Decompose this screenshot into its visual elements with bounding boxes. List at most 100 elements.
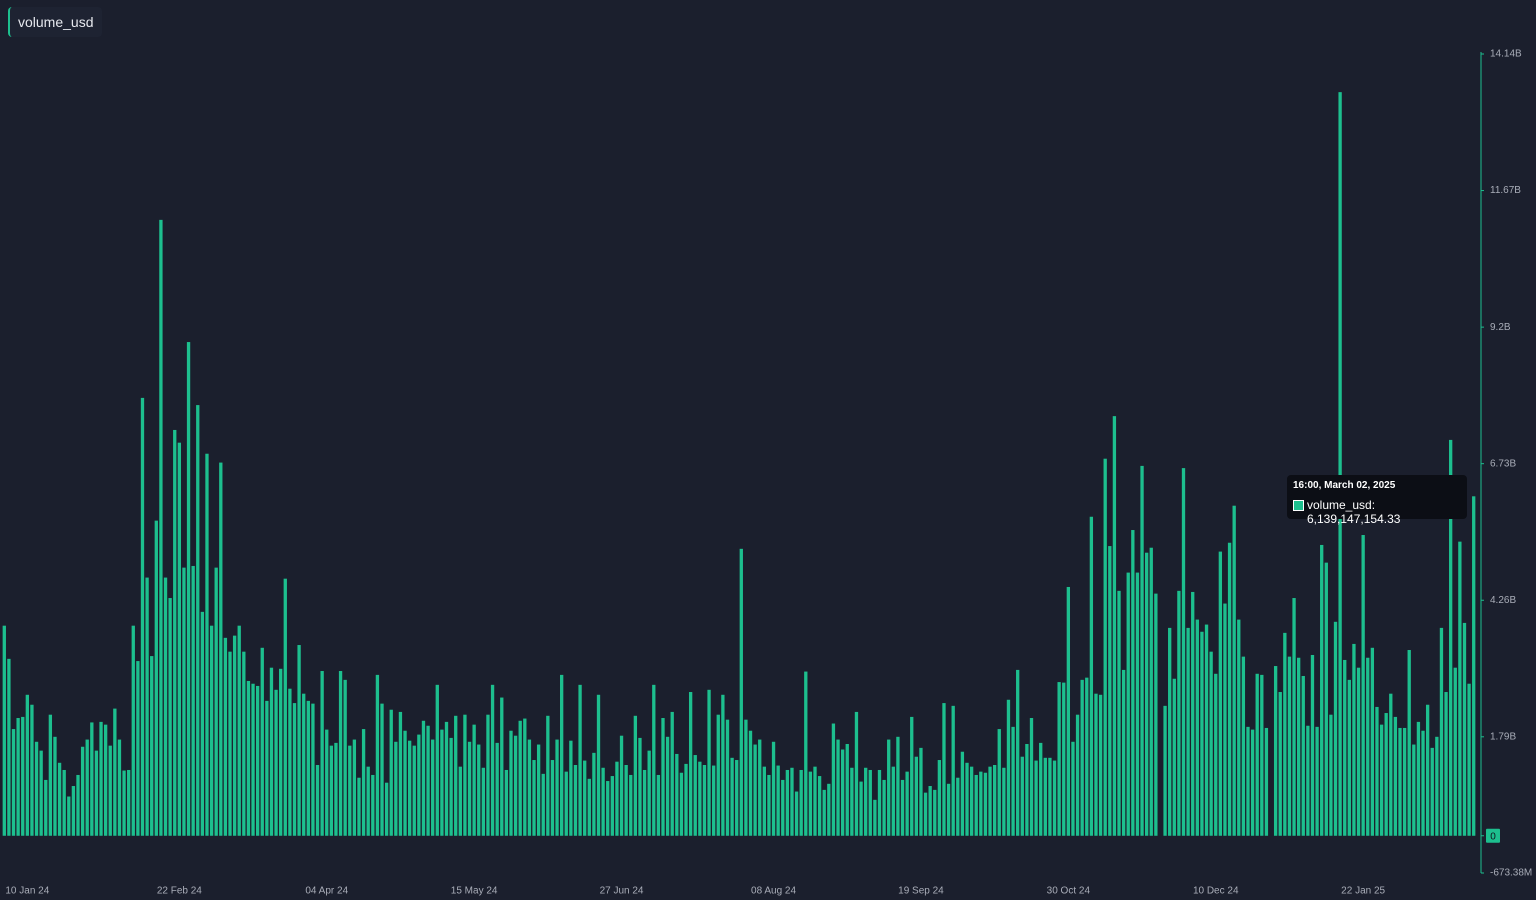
tooltip-text: volume_usd: 6,139,147,154.33 bbox=[1307, 498, 1401, 526]
bar bbox=[1177, 590, 1181, 836]
bar bbox=[173, 429, 177, 836]
bar bbox=[1278, 692, 1282, 836]
bar bbox=[389, 709, 393, 836]
y-tick-label: 4.26B bbox=[1490, 595, 1516, 606]
bar bbox=[1223, 603, 1227, 836]
bar bbox=[209, 625, 214, 836]
bar bbox=[186, 342, 191, 836]
bar bbox=[1131, 530, 1135, 836]
bar bbox=[1098, 694, 1103, 836]
bar bbox=[647, 750, 651, 836]
bar bbox=[288, 688, 292, 836]
bar bbox=[1260, 674, 1264, 836]
bar bbox=[1393, 716, 1398, 836]
bar bbox=[255, 685, 260, 836]
y-tick-label: 14.14B bbox=[1490, 49, 1522, 60]
bar bbox=[39, 750, 43, 836]
bar bbox=[983, 772, 988, 836]
bar bbox=[969, 766, 974, 836]
bar bbox=[785, 769, 790, 836]
y-tick-label: 0 bbox=[1490, 831, 1496, 842]
bar bbox=[965, 762, 969, 836]
bar bbox=[1002, 767, 1006, 836]
bar bbox=[265, 700, 269, 836]
bar bbox=[269, 667, 274, 836]
bar bbox=[16, 718, 20, 836]
bar bbox=[946, 783, 951, 836]
bar bbox=[979, 771, 983, 836]
bar bbox=[1227, 542, 1232, 836]
x-tick-label: 15 May 24 bbox=[451, 886, 498, 897]
bar bbox=[366, 766, 370, 836]
bar bbox=[997, 729, 1001, 836]
bar bbox=[150, 656, 154, 836]
bar bbox=[684, 763, 688, 836]
bar bbox=[440, 729, 444, 836]
bar bbox=[721, 694, 725, 836]
bar bbox=[698, 761, 702, 836]
bar bbox=[44, 779, 48, 836]
bar bbox=[933, 789, 937, 836]
bar bbox=[71, 786, 76, 836]
bar bbox=[57, 762, 62, 836]
bar bbox=[1287, 656, 1292, 836]
bar bbox=[108, 745, 112, 836]
bar bbox=[1458, 541, 1462, 836]
bar bbox=[527, 739, 532, 836]
bar bbox=[546, 715, 550, 836]
bar bbox=[808, 771, 813, 836]
x-tick-label: 22 Jan 25 bbox=[1341, 886, 1385, 897]
bar bbox=[1200, 631, 1204, 836]
bar bbox=[564, 771, 568, 836]
bar bbox=[325, 729, 329, 836]
bar bbox=[1421, 730, 1425, 836]
bar bbox=[891, 766, 895, 836]
bar bbox=[320, 671, 324, 836]
bar bbox=[7, 658, 11, 836]
bar bbox=[444, 721, 449, 836]
bar bbox=[638, 737, 642, 836]
bar bbox=[1329, 714, 1333, 836]
bar bbox=[34, 741, 39, 836]
bar bbox=[90, 722, 94, 836]
bar bbox=[196, 405, 200, 836]
bar bbox=[1085, 677, 1089, 836]
bar bbox=[283, 578, 287, 836]
bar bbox=[1140, 465, 1144, 836]
bar bbox=[1062, 682, 1066, 836]
bar bbox=[103, 724, 108, 836]
bar bbox=[578, 684, 582, 836]
bar bbox=[237, 625, 241, 836]
bar bbox=[951, 705, 955, 836]
bar bbox=[725, 719, 730, 836]
bar bbox=[371, 774, 375, 836]
bar bbox=[1425, 704, 1430, 836]
bar bbox=[1144, 552, 1149, 836]
bar bbox=[1398, 727, 1402, 836]
bar bbox=[467, 741, 472, 836]
bar bbox=[716, 714, 720, 836]
bar bbox=[306, 700, 310, 836]
bar bbox=[1048, 757, 1052, 836]
bar bbox=[1444, 692, 1448, 836]
bar bbox=[504, 769, 509, 836]
bar bbox=[168, 598, 172, 836]
bar bbox=[781, 779, 785, 836]
bar bbox=[472, 724, 476, 836]
bar bbox=[315, 765, 320, 836]
bar bbox=[1126, 572, 1130, 836]
bar bbox=[1435, 736, 1439, 836]
bar bbox=[1241, 656, 1246, 836]
x-tick-label: 10 Dec 24 bbox=[1193, 886, 1239, 897]
bar bbox=[260, 647, 264, 836]
bar bbox=[431, 739, 435, 836]
bar bbox=[67, 796, 71, 836]
bar bbox=[486, 714, 490, 836]
legend[interactable]: volume_usd bbox=[8, 7, 102, 37]
bar bbox=[1052, 760, 1057, 836]
bar bbox=[910, 716, 914, 836]
bar bbox=[343, 679, 347, 836]
bar bbox=[730, 757, 734, 836]
bar bbox=[610, 776, 614, 836]
